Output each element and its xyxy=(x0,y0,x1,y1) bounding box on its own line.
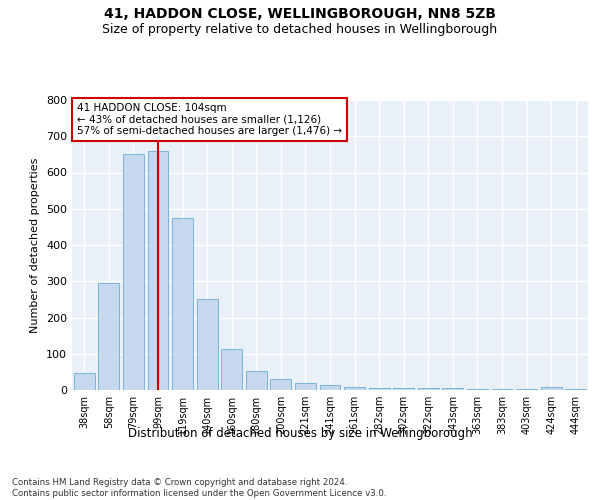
Bar xyxy=(368,388,389,390)
Bar xyxy=(172,218,193,390)
Y-axis label: Number of detached properties: Number of detached properties xyxy=(31,158,40,332)
Bar xyxy=(320,385,340,390)
Bar xyxy=(221,349,242,390)
Bar xyxy=(148,151,169,390)
Bar xyxy=(246,371,267,390)
Bar xyxy=(98,284,119,390)
Bar xyxy=(541,387,562,390)
Bar xyxy=(418,388,439,390)
Bar xyxy=(295,384,316,390)
Text: 41 HADDON CLOSE: 104sqm
← 43% of detached houses are smaller (1,126)
57% of semi: 41 HADDON CLOSE: 104sqm ← 43% of detache… xyxy=(77,103,342,136)
Text: Contains HM Land Registry data © Crown copyright and database right 2024.
Contai: Contains HM Land Registry data © Crown c… xyxy=(12,478,386,498)
Bar xyxy=(123,154,144,390)
Bar xyxy=(197,299,218,390)
Bar xyxy=(344,388,365,390)
Bar xyxy=(74,373,95,390)
Bar xyxy=(442,388,463,390)
Bar xyxy=(393,388,414,390)
Text: 41, HADDON CLOSE, WELLINGBOROUGH, NN8 5ZB: 41, HADDON CLOSE, WELLINGBOROUGH, NN8 5Z… xyxy=(104,8,496,22)
Bar xyxy=(271,380,292,390)
Text: Distribution of detached houses by size in Wellingborough: Distribution of detached houses by size … xyxy=(128,428,472,440)
Text: Size of property relative to detached houses in Wellingborough: Size of property relative to detached ho… xyxy=(103,22,497,36)
